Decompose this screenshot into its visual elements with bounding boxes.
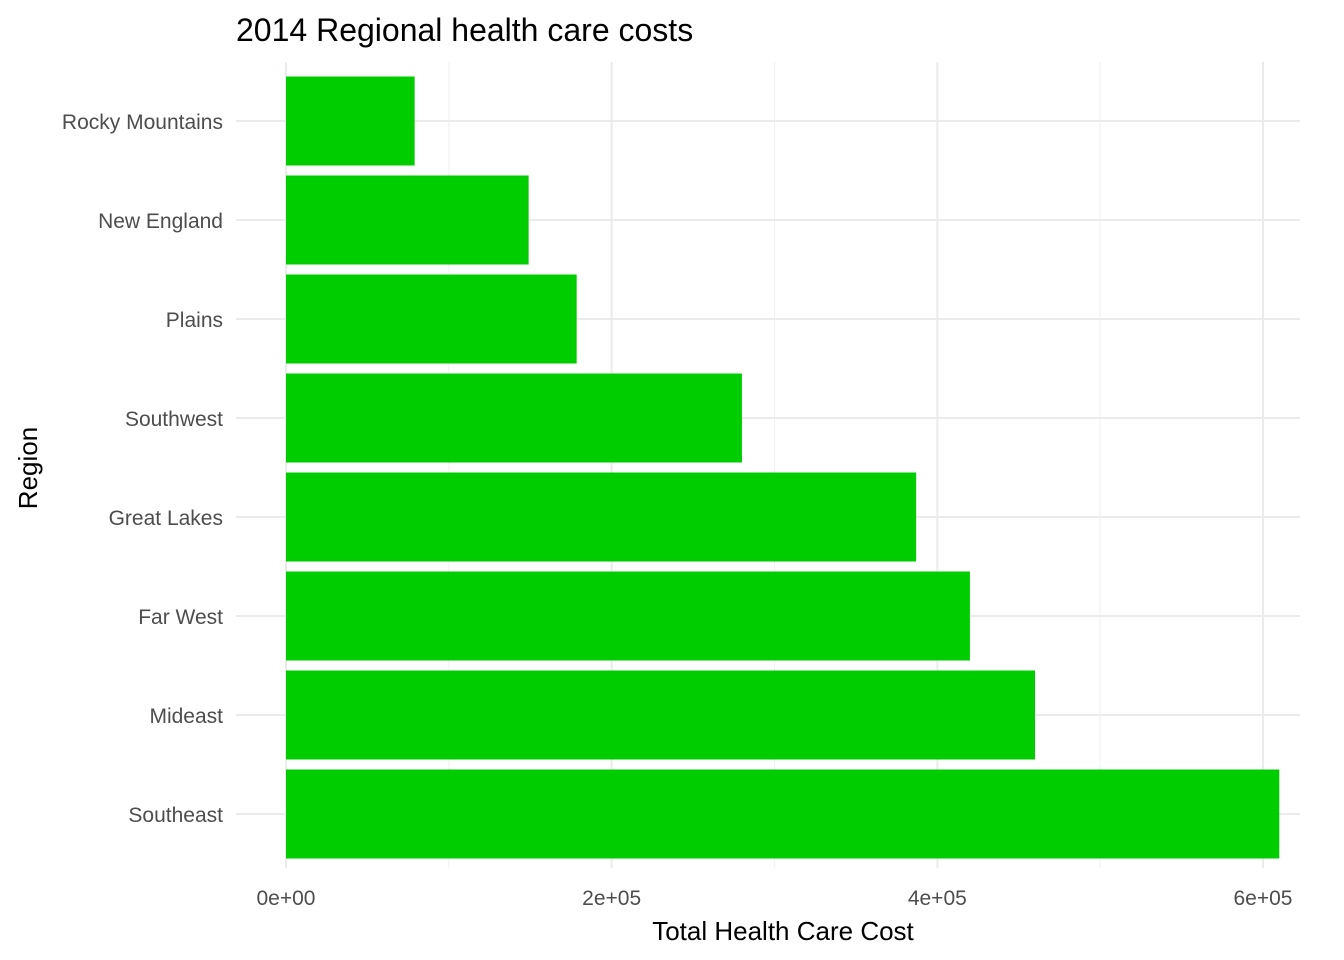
x-tick-label: 6e+05	[1234, 887, 1293, 910]
x-tick-label: 0e+00	[257, 887, 316, 910]
bar	[286, 670, 1036, 760]
x-tick-label: 4e+05	[908, 887, 967, 910]
bar	[286, 472, 917, 562]
y-tick-label: Southeast	[128, 804, 223, 827]
y-tick-label: Plains	[166, 309, 223, 332]
bar	[286, 175, 529, 265]
chart-title: 2014 Regional health care costs	[236, 12, 693, 48]
bars	[286, 76, 1280, 859]
bar	[286, 373, 742, 463]
x-tick-label: 2e+05	[582, 887, 641, 910]
y-axis-title: Region	[13, 427, 43, 509]
y-tick-label: Far West	[138, 606, 223, 629]
x-axis-ticks: 0e+00 2e+05 4e+05 6e+05	[257, 887, 1293, 910]
bar	[286, 571, 970, 661]
y-tick-label: Rocky Mountains	[62, 111, 223, 134]
y-tick-label: Great Lakes	[109, 507, 223, 530]
y-tick-label: Mideast	[149, 705, 223, 728]
bar	[286, 274, 577, 364]
bar	[286, 76, 415, 166]
y-tick-label: New England	[98, 210, 223, 233]
y-axis-ticks: Southeast Mideast Far West Great Lakes South…	[62, 111, 223, 827]
y-tick-label: Southwest	[125, 408, 223, 431]
x-axis-title: Total Health Care Cost	[652, 916, 914, 946]
bar	[286, 769, 1280, 859]
